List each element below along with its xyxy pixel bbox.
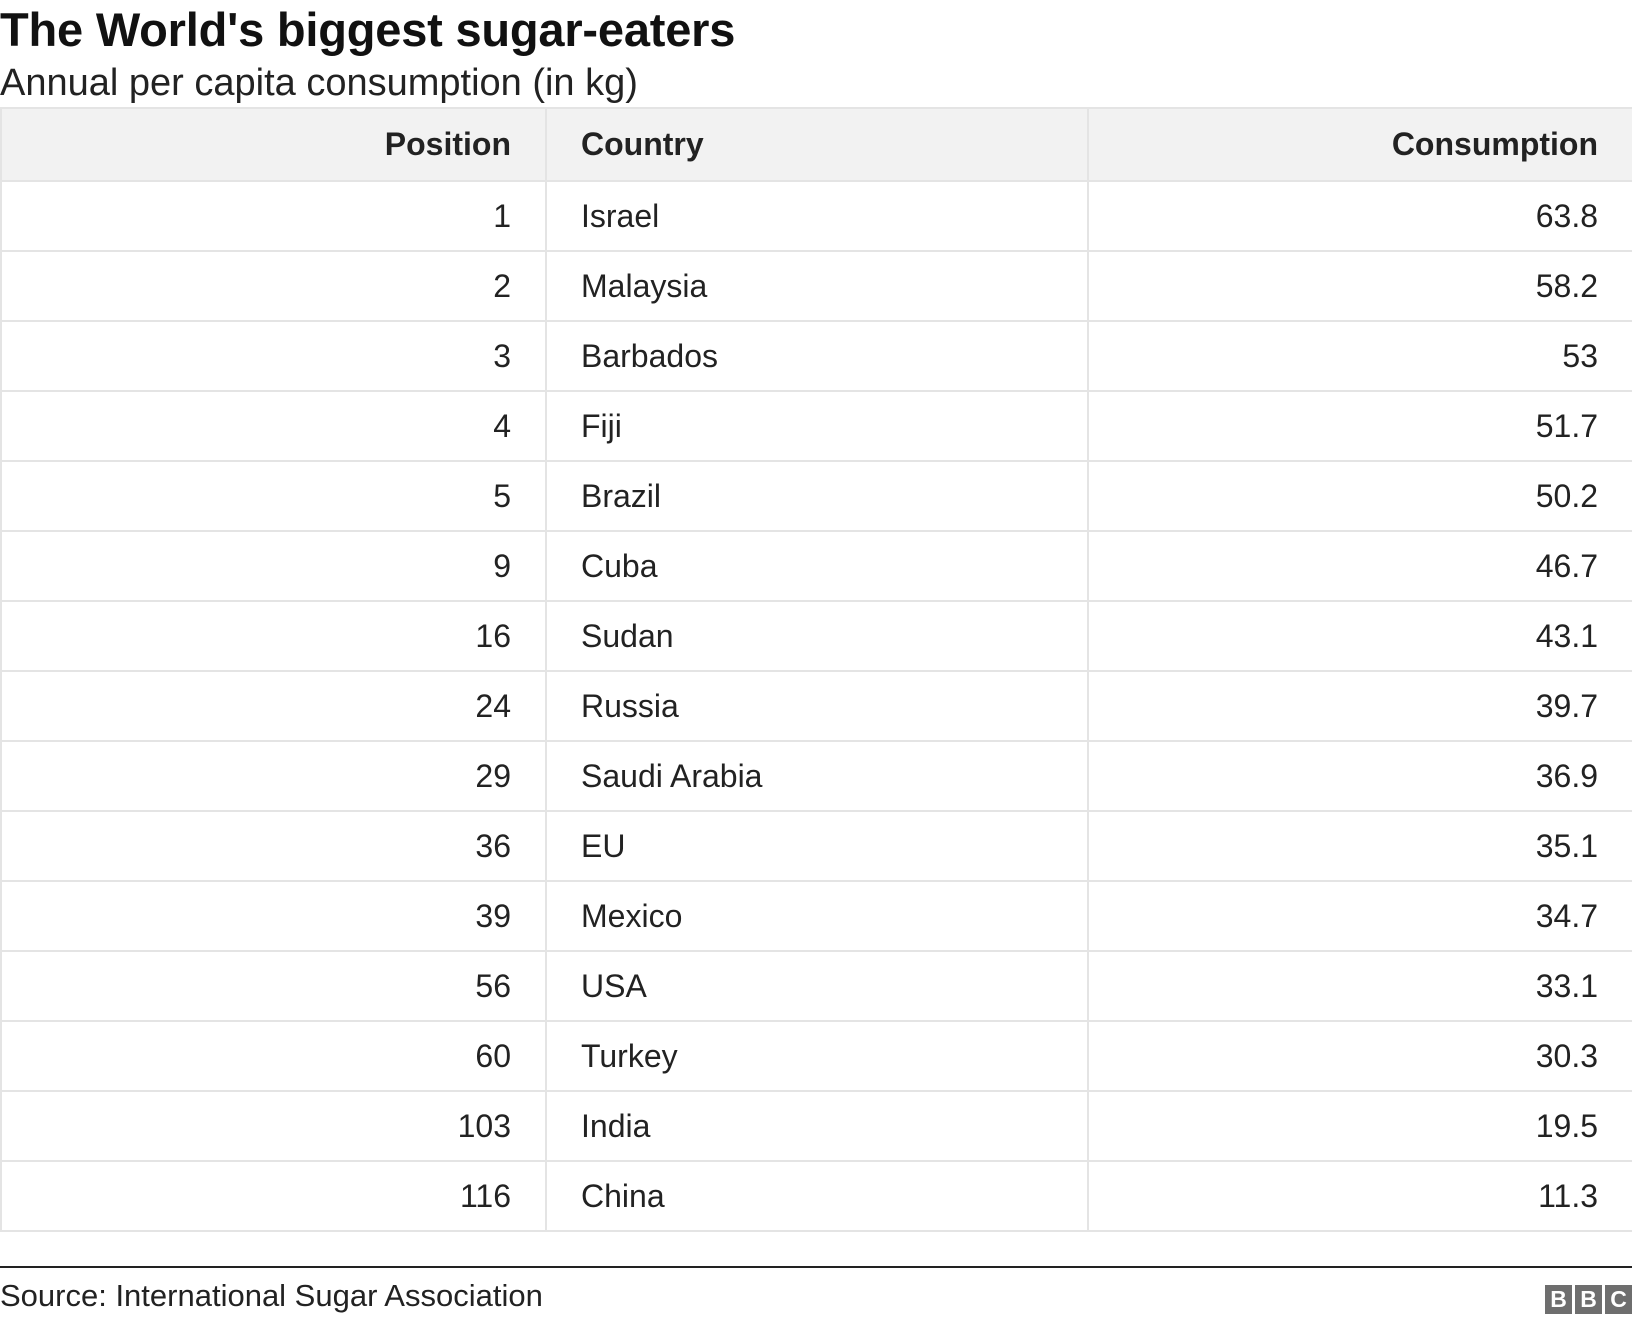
logo-letter: B	[1545, 1285, 1572, 1314]
position-cell: 1	[0, 180, 547, 252]
table-row: 116 China 11.3	[0, 1160, 1632, 1232]
consumption-cell: 36.9	[1087, 740, 1632, 812]
position-cell: 29	[0, 740, 547, 812]
consumption-cell: 46.7	[1087, 530, 1632, 602]
consumption-cell: 35.1	[1087, 810, 1632, 882]
position-cell: 9	[0, 530, 547, 602]
position-cell: 4	[0, 390, 547, 462]
country-cell: Fiji	[545, 390, 1089, 462]
country-cell: Barbados	[545, 320, 1089, 392]
country-cell: Russia	[545, 670, 1089, 742]
consumption-cell: 43.1	[1087, 600, 1632, 672]
position-cell: 39	[0, 880, 547, 952]
table-row: 4 Fiji 51.7	[0, 390, 1632, 462]
data-table: Position Country Consumption 1 Israel 63.8…	[0, 107, 1632, 1232]
table-row: 39 Mexico 34.7	[0, 880, 1632, 952]
country-cell: Turkey	[545, 1020, 1089, 1092]
consumption-cell: 53	[1087, 320, 1632, 392]
position-cell: 116	[0, 1160, 547, 1232]
country-cell: Brazil	[545, 460, 1089, 532]
logo-letter: C	[1605, 1285, 1632, 1314]
consumption-cell: 34.7	[1087, 880, 1632, 952]
position-cell: 60	[0, 1020, 547, 1092]
consumption-cell: 50.2	[1087, 460, 1632, 532]
table-row: 16 Sudan 43.1	[0, 600, 1632, 672]
column-header-position: Position	[0, 107, 547, 182]
chart-title: The World's biggest sugar-eaters	[0, 3, 736, 56]
table-row: 3 Barbados 53	[0, 320, 1632, 392]
consumption-cell: 51.7	[1087, 390, 1632, 462]
country-cell: Saudi Arabia	[545, 740, 1089, 812]
chart-subtitle: Annual per capita consumption (in kg)	[0, 62, 638, 104]
table-body: 1 Israel 63.8 2 Malaysia 58.2 3 Barbados 53 4 Fiji…	[0, 180, 1632, 1232]
country-cell: Mexico	[545, 880, 1089, 952]
consumption-cell: 63.8	[1087, 180, 1632, 252]
column-header-consumption: Consumption	[1087, 107, 1632, 182]
table-row: 60 Turkey 30.3	[0, 1020, 1632, 1092]
consumption-cell: 19.5	[1087, 1090, 1632, 1162]
position-cell: 3	[0, 320, 547, 392]
country-cell: Sudan	[545, 600, 1089, 672]
source-note: Source: International Sugar Association	[0, 1278, 543, 1313]
logo-letter: B	[1575, 1285, 1602, 1314]
consumption-cell: 11.3	[1087, 1160, 1632, 1232]
table-row: 2 Malaysia 58.2	[0, 250, 1632, 322]
country-cell: Malaysia	[545, 250, 1089, 322]
country-cell: India	[545, 1090, 1089, 1162]
position-cell: 16	[0, 600, 547, 672]
table-header-row: Position Country Consumption	[0, 107, 1632, 182]
table-row: 5 Brazil 50.2	[0, 460, 1632, 532]
table-row: 24 Russia 39.7	[0, 670, 1632, 742]
footer-divider	[0, 1266, 1632, 1268]
country-cell: China	[545, 1160, 1089, 1232]
position-cell: 36	[0, 810, 547, 882]
position-cell: 56	[0, 950, 547, 1022]
table-row: 56 USA 33.1	[0, 950, 1632, 1022]
table-row: 36 EU 35.1	[0, 810, 1632, 882]
consumption-cell: 30.3	[1087, 1020, 1632, 1092]
country-cell: Israel	[545, 180, 1089, 252]
country-cell: EU	[545, 810, 1089, 882]
consumption-cell: 33.1	[1087, 950, 1632, 1022]
table-row: 9 Cuba 46.7	[0, 530, 1632, 602]
country-cell: Cuba	[545, 530, 1089, 602]
table-row: 1 Israel 63.8	[0, 180, 1632, 252]
position-cell: 24	[0, 670, 547, 742]
column-header-country: Country	[545, 107, 1089, 182]
table-row: 29 Saudi Arabia 36.9	[0, 740, 1632, 812]
bbc-logo: B B C	[1545, 1285, 1632, 1314]
position-cell: 5	[0, 460, 547, 532]
table-row: 103 India 19.5	[0, 1090, 1632, 1162]
position-cell: 2	[0, 250, 547, 322]
country-cell: USA	[545, 950, 1089, 1022]
consumption-cell: 58.2	[1087, 250, 1632, 322]
consumption-cell: 39.7	[1087, 670, 1632, 742]
position-cell: 103	[0, 1090, 547, 1162]
